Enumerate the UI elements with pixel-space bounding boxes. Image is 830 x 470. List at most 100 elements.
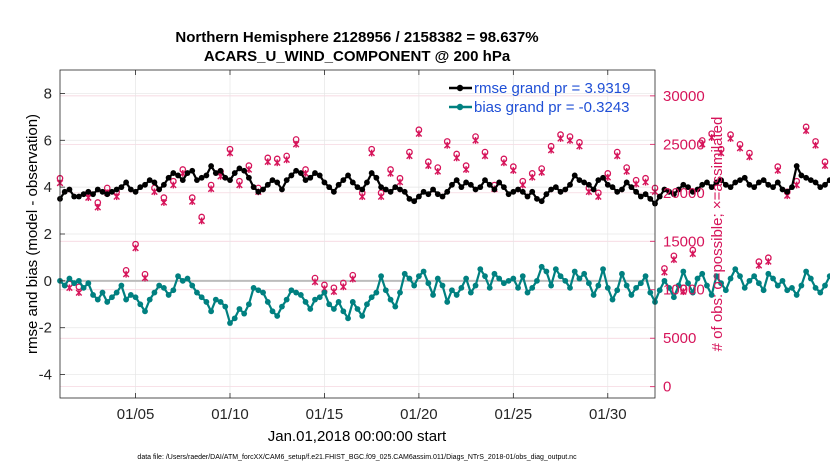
y-right-tick-label-6: 30000 — [663, 88, 705, 105]
bias-point-140 — [718, 280, 725, 287]
rmse-point-50 — [293, 167, 300, 174]
rmse-point-80 — [434, 191, 441, 198]
y-left-tick-label-2: 0 — [44, 273, 52, 290]
bias-point-137 — [704, 282, 710, 289]
rmse-point-83 — [449, 181, 455, 188]
bias-point-138 — [708, 292, 715, 298]
rmse-point-82 — [444, 188, 451, 195]
rmse-point-73 — [401, 188, 408, 195]
bias-point-131 — [675, 282, 682, 289]
rmse-point-1 — [61, 188, 68, 195]
bias-point-102 — [538, 263, 545, 270]
rmse-point-75 — [411, 198, 418, 205]
rmse-point-129 — [666, 188, 673, 195]
bias-point-64 — [359, 313, 366, 319]
bias-point-100 — [529, 284, 536, 291]
bias-point-38 — [236, 306, 243, 312]
bias-line — [59, 265, 830, 325]
bias-point-154 — [784, 287, 791, 294]
bias-point-125 — [647, 289, 654, 296]
y-right-tick-label-4: 20000 — [663, 185, 705, 202]
bias-point-12 — [113, 289, 120, 296]
bias-point-15 — [127, 292, 134, 298]
bias-point-74 — [406, 275, 413, 282]
obs-assimilated-point-44 — [472, 137, 479, 144]
bias-point-155 — [789, 284, 795, 291]
bias-point-94 — [500, 280, 507, 287]
bias-point-45 — [269, 308, 276, 315]
bias-point-30 — [198, 294, 205, 301]
obs-assimilated-point-51 — [538, 169, 545, 176]
bias-point-111 — [581, 270, 588, 277]
obs-assimilated-point-24 — [283, 156, 290, 164]
obs-assimilated-point-26 — [302, 170, 309, 177]
legend-bias-label: bias grand pr = -0.3243 — [474, 99, 630, 116]
rmse-point-140 — [718, 177, 725, 184]
rmse-point-78 — [425, 191, 432, 198]
obs-assimilated-point-49 — [519, 181, 527, 189]
bias-point-2 — [66, 275, 73, 282]
obs-assimilated-point-60 — [623, 168, 630, 175]
rmse-point-4 — [75, 193, 82, 200]
bias-point-150 — [765, 270, 772, 277]
bias-point-37 — [231, 315, 238, 322]
bias-point-40 — [245, 301, 252, 308]
bias-point-21 — [156, 282, 163, 289]
rmse-point-10 — [104, 191, 111, 198]
bias-point-27 — [184, 275, 191, 282]
obs-assimilated-point-40 — [434, 168, 442, 175]
obs-assimilated-point-66 — [680, 288, 687, 296]
bias-point-54 — [312, 296, 318, 303]
rmse-point-28 — [189, 167, 196, 174]
bias-point-49 — [288, 287, 295, 294]
rmse-point-136 — [699, 181, 706, 188]
rmse-point-86 — [463, 179, 470, 186]
bias-point-97 — [515, 284, 521, 291]
bias-point-91 — [486, 284, 493, 291]
y-right-tick-label-2: 10000 — [663, 282, 705, 299]
rmse-point-155 — [789, 184, 795, 191]
rmse-point-58 — [330, 188, 337, 195]
x-tick-label-3: 01/20 — [400, 406, 438, 423]
bias-point-16 — [132, 294, 139, 301]
rmse-point-56 — [321, 179, 328, 186]
tick-labels: 01/05 01/10 01/15 01/20 01/25 01/30 -4 -2 0 2 4 6 8 0… — [39, 85, 705, 423]
rmse-point-32 — [208, 163, 215, 169]
bias-point-117 — [609, 296, 616, 303]
rmse-point-100 — [529, 188, 536, 195]
rmse-point-13 — [118, 184, 125, 191]
rmse-point-67 — [373, 174, 380, 181]
y-left-tick-label-5: 6 — [44, 132, 52, 149]
rmse-point-16 — [132, 188, 139, 195]
rmse-point-119 — [619, 186, 625, 193]
rmse-point-35 — [222, 174, 229, 181]
bias-point-58 — [330, 306, 337, 312]
rmse-point-7 — [90, 191, 96, 198]
bias-point-33 — [212, 296, 219, 303]
y-left-tick-label-4: 4 — [44, 179, 52, 196]
obs-assimilated-point-33 — [368, 149, 375, 157]
rmse-point-92 — [491, 186, 498, 193]
rmse-point-121 — [628, 184, 635, 191]
bias-point-105 — [552, 266, 559, 273]
obs-assimilated-point-68 — [698, 140, 706, 148]
rmse-point-43 — [260, 186, 266, 193]
obs-assimilated-point-11 — [160, 199, 168, 206]
bias-point-71 — [392, 303, 399, 310]
rmse-point-138 — [708, 184, 715, 191]
rmse-point-96 — [510, 188, 517, 195]
bias-point-99 — [524, 289, 531, 296]
bias-point-8 — [94, 296, 101, 303]
rmse-point-128 — [661, 186, 668, 193]
rmse-point-42 — [255, 188, 262, 195]
rmse-point-11 — [109, 188, 115, 195]
bias-point-73 — [401, 270, 408, 277]
rmse-point-143 — [732, 179, 739, 186]
rmse-point-142 — [727, 184, 734, 191]
obs-assimilated-point-54 — [566, 137, 574, 144]
bias-point-72 — [397, 289, 403, 296]
bias-point-76 — [415, 273, 422, 280]
rmse-point-108 — [567, 181, 573, 188]
obs-assimilated-point-62 — [642, 178, 649, 186]
bias-point-152 — [774, 282, 781, 289]
